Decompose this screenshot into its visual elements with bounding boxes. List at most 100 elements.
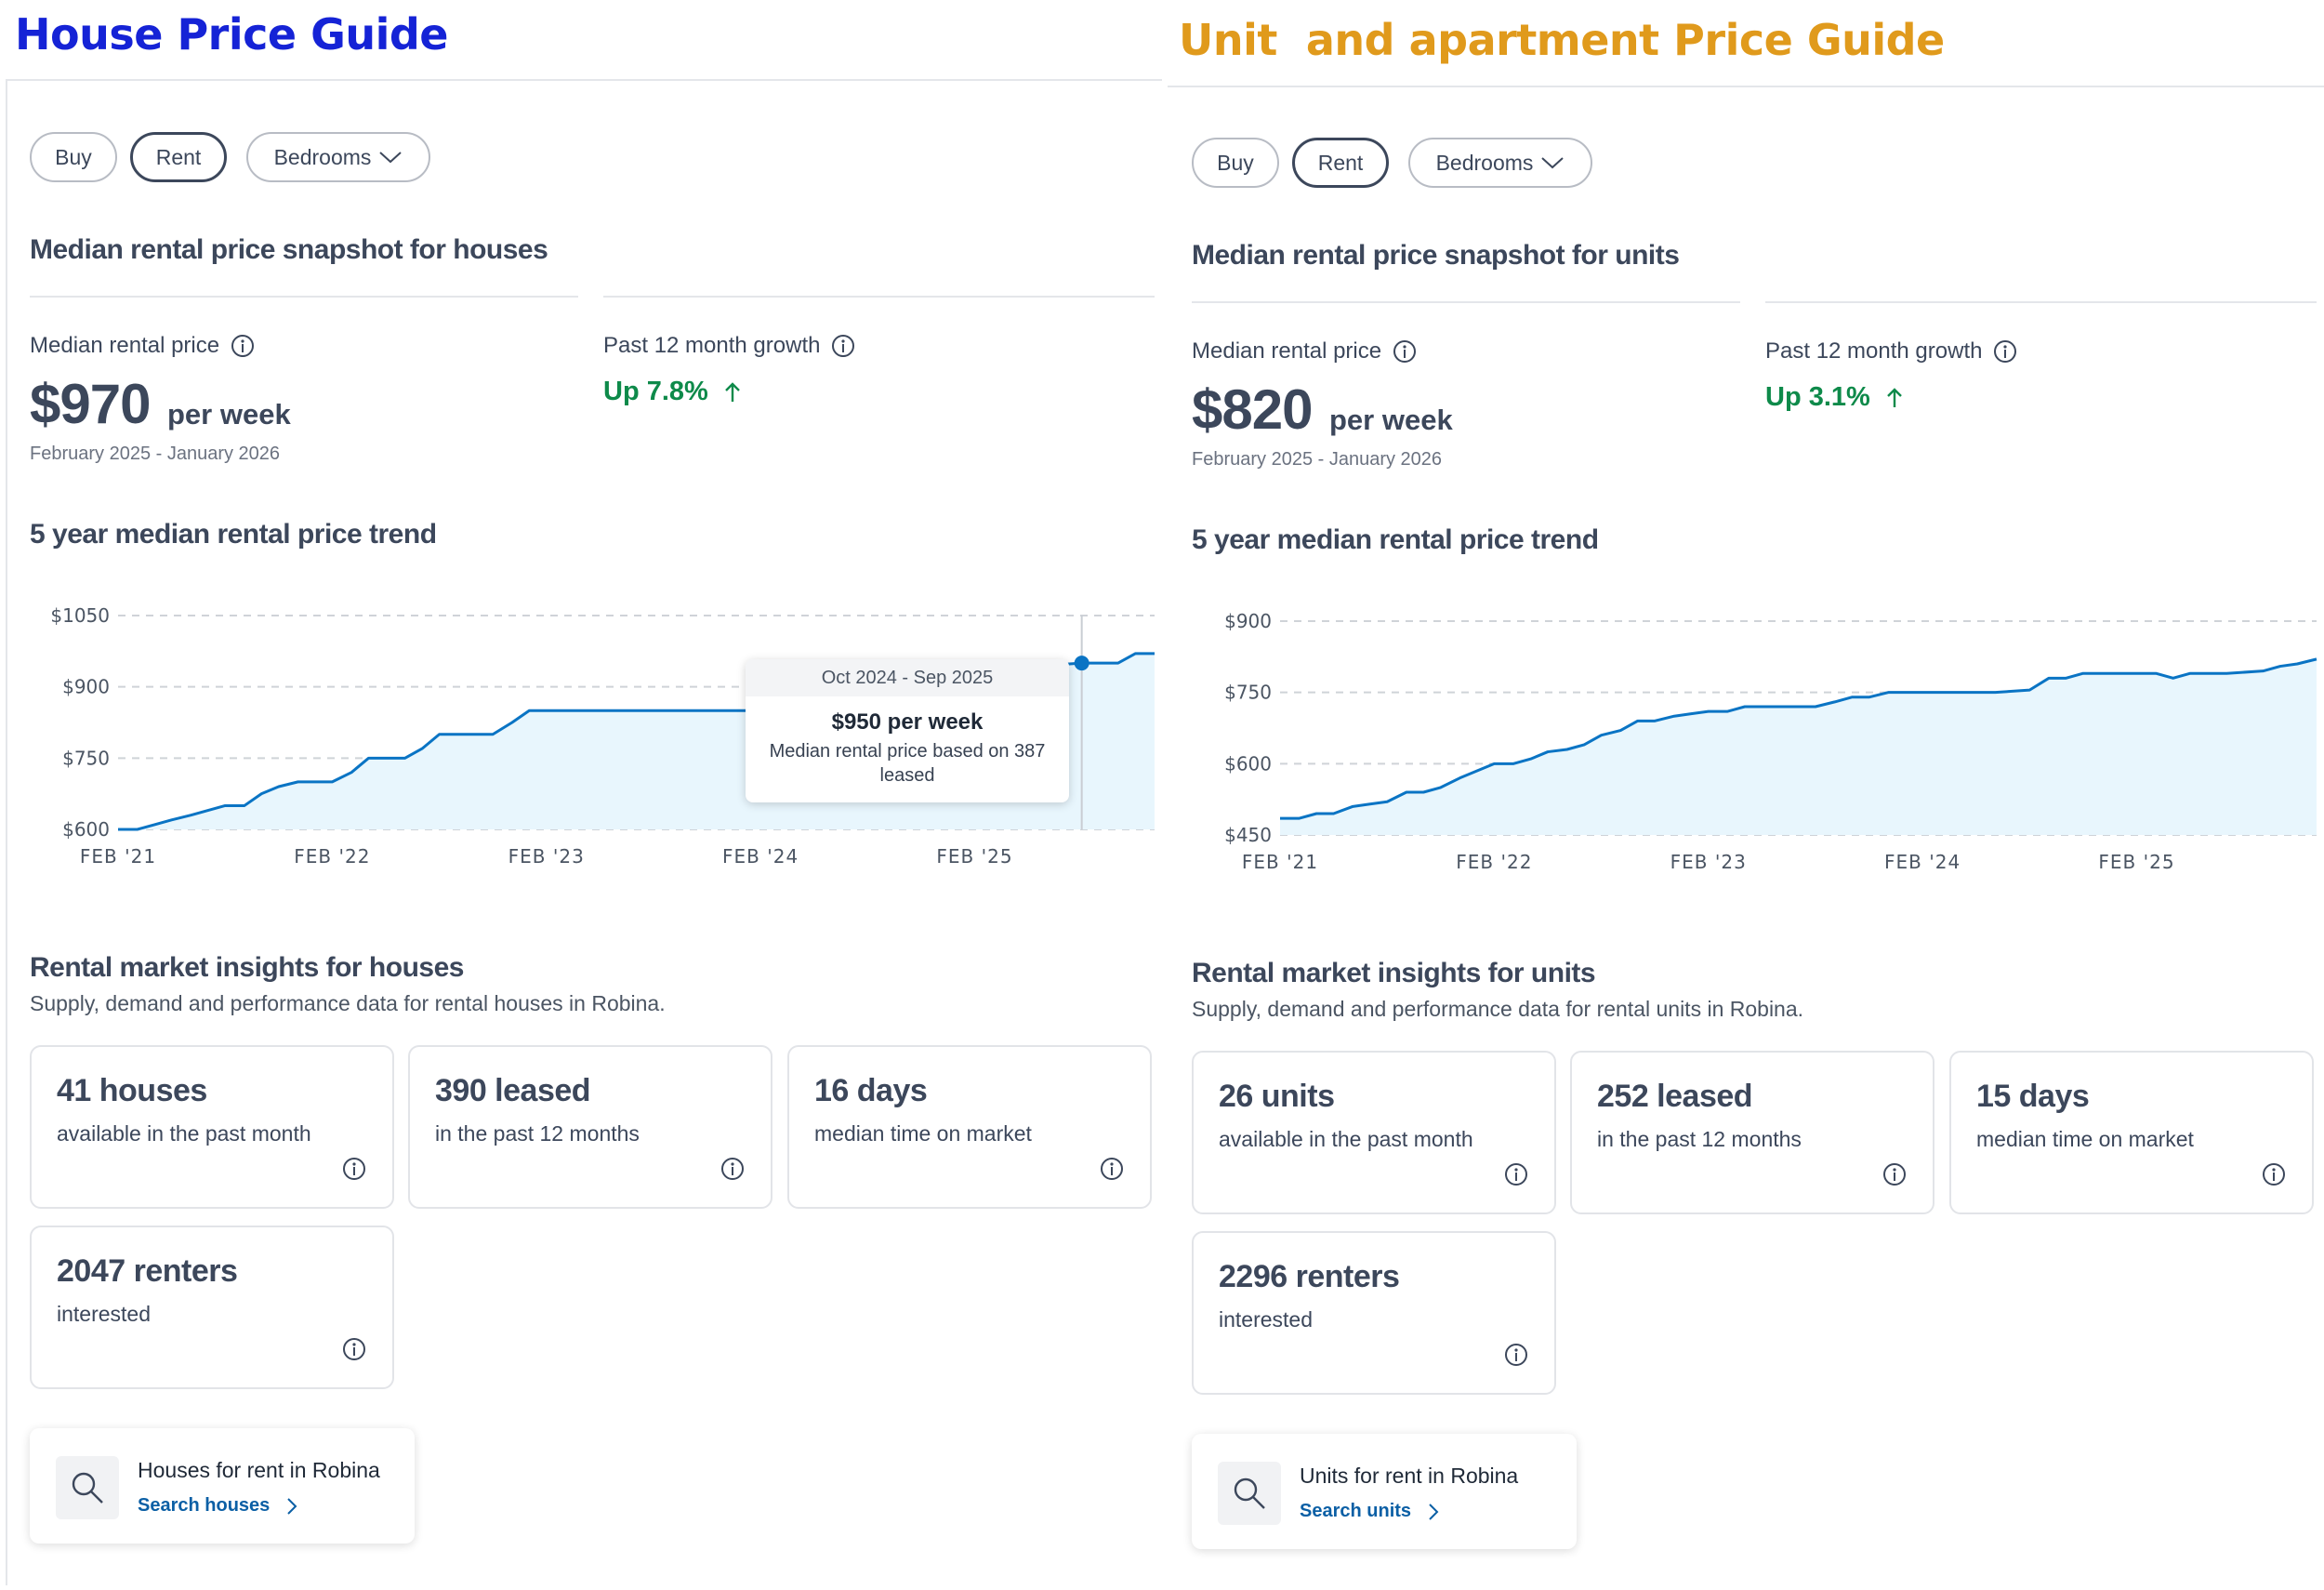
info-icon[interactable]	[2262, 1162, 2286, 1186]
x-tick-label: FEB '22	[294, 845, 370, 868]
x-tick-label: FEB '21	[80, 845, 156, 868]
growth-label-text: Past 12 month growth	[603, 333, 821, 358]
bedrooms-label: Bedrooms	[1435, 150, 1534, 175]
card-caption: median time on market	[814, 1121, 1032, 1146]
card-caption: interested	[57, 1302, 152, 1326]
info-icon[interactable]	[231, 334, 255, 358]
tooltip-period: Oct 2024 - Sep 2025	[746, 659, 1069, 696]
info-icon[interactable]	[342, 1157, 366, 1181]
card-caption: available in the past month	[57, 1121, 311, 1146]
info-icon[interactable]	[831, 334, 855, 358]
info-icon[interactable]	[1504, 1343, 1528, 1367]
info-icon[interactable]	[1882, 1162, 1907, 1186]
median-price-value: $820	[1192, 378, 1313, 441]
search-icon	[1234, 1477, 1265, 1509]
growth-label: Past 12 month growth	[603, 333, 855, 359]
y-tick-label: $750	[1224, 682, 1272, 704]
info-icon[interactable]	[1993, 339, 2017, 364]
insights-subtitle: Supply, demand and performance data for …	[30, 991, 666, 1015]
card-caption: available in the past month	[1219, 1127, 1473, 1151]
guide-title: Unit and apartment Price Guide	[1179, 15, 1945, 65]
buy-filter-button[interactable]: Buy	[30, 132, 117, 182]
median-price-label-text: Median rental price	[1192, 338, 1382, 364]
median-price-label: Median rental price	[30, 333, 255, 359]
x-tick-label: FEB '23	[1670, 851, 1747, 873]
card-value: 15 days	[1976, 1079, 2090, 1114]
bedrooms-dropdown[interactable]: Bedrooms	[1408, 138, 1592, 188]
insights-subtitle: Supply, demand and performance data for …	[1192, 997, 1804, 1021]
chevron-down-icon	[1541, 157, 1565, 169]
info-icon[interactable]	[1393, 339, 1417, 364]
search-link-text: Search units	[1300, 1501, 1412, 1521]
median-price-unit: per week	[167, 398, 291, 431]
info-icon[interactable]	[720, 1157, 745, 1181]
divider	[30, 296, 578, 298]
chart-tooltip: Oct 2024 - Sep 2025 $950 per week Median…	[746, 659, 1069, 802]
x-tick-label: FEB '24	[1884, 851, 1961, 873]
search-card-heading: Houses for rent in Robina	[138, 1458, 380, 1482]
trend-title: 5 year median rental price trend	[30, 519, 437, 550]
insight-card-leased: 252 leased in the past 12 months	[1570, 1051, 1934, 1214]
x-tick-label: FEB '25	[936, 845, 1012, 868]
chart-svg: $450 $600 $750 $900 FEB '21 FEB '22 FEB '23 FEB…	[1224, 610, 2317, 873]
info-icon[interactable]	[1504, 1162, 1528, 1186]
y-tick-label: $1050	[50, 604, 110, 627]
card-value: 26 units	[1219, 1079, 1335, 1114]
insight-card-days: 16 days median time on market	[787, 1045, 1152, 1209]
growth-label-text: Past 12 month growth	[1765, 338, 1983, 364]
card-caption: in the past 12 months	[1597, 1127, 1802, 1151]
series-line	[1280, 657, 2317, 820]
insights-title: Rental market insights for units	[1192, 958, 1596, 988]
search-units-card[interactable]: Units for rent in Robina Search units	[1192, 1434, 1577, 1549]
y-tick-label: $750	[62, 747, 110, 769]
card-caption: in the past 12 months	[435, 1121, 640, 1146]
chevron-down-icon	[379, 152, 403, 164]
search-houses-link[interactable]: Search houses	[138, 1495, 297, 1517]
info-icon[interactable]	[1100, 1157, 1124, 1181]
buy-filter-button[interactable]: Buy	[1192, 138, 1279, 188]
divider	[1765, 301, 2317, 303]
growth-value-text: Up 7.8%	[603, 377, 708, 406]
y-tick-label: $900	[62, 676, 110, 698]
arrow-up-icon	[1886, 387, 1902, 407]
search-icon	[72, 1472, 103, 1504]
chevron-right-icon	[287, 1497, 297, 1515]
x-tick-label: FEB '25	[2098, 851, 2174, 873]
card-value: 252 leased	[1597, 1079, 1753, 1114]
insight-card-renters: 2296 renters interested	[1192, 1231, 1556, 1395]
price-trend-chart[interactable]: $600 $750 $900 $1050 FEB '21 FEB '22 FEB '23 FE…	[30, 586, 1155, 883]
divider	[6, 79, 1162, 81]
insight-card-days: 15 days median time on market	[1949, 1051, 2314, 1214]
growth-value: Up 3.1%	[1765, 382, 1904, 413]
hover-point	[1074, 656, 1089, 671]
search-icon-box	[56, 1456, 119, 1519]
card-caption: interested	[1219, 1307, 1314, 1332]
insights-title: Rental market insights for houses	[30, 952, 464, 983]
divider	[1168, 86, 2324, 87]
bedrooms-dropdown[interactable]: Bedrooms	[246, 132, 430, 182]
y-tick-label: $600	[62, 818, 110, 841]
median-price-label: Median rental price	[1192, 338, 1417, 364]
rent-filter-button[interactable]: Rent	[130, 132, 227, 182]
search-houses-card[interactable]: Houses for rent in Robina Search houses	[30, 1428, 415, 1544]
y-tick-label: $450	[1224, 824, 1272, 846]
unit-price-guide-panel: Unit and apartment Price Guide Buy Rent …	[1162, 0, 2324, 1590]
rent-filter-button[interactable]: Rent	[1292, 138, 1389, 188]
divider	[6, 79, 7, 1585]
card-value: 2296 renters	[1219, 1259, 1400, 1294]
series-area	[1280, 658, 2317, 835]
search-icon-box	[1218, 1462, 1281, 1525]
tooltip-price: $950 per week	[831, 709, 984, 735]
info-icon[interactable]	[342, 1337, 366, 1361]
median-price-value: $970	[30, 373, 151, 435]
snapshot-title: Median rental price snapshot for units	[1192, 240, 1680, 271]
price-trend-chart[interactable]: $450 $600 $750 $900 FEB '21 FEB '22 FEB '23 FEB…	[1192, 591, 2317, 889]
search-card-heading: Units for rent in Robina	[1300, 1464, 1519, 1488]
card-value: 16 days	[814, 1073, 928, 1108]
growth-label: Past 12 month growth	[1765, 338, 2017, 364]
growth-value: Up 7.8%	[603, 377, 742, 407]
search-units-link[interactable]: Search units	[1300, 1501, 1439, 1522]
snapshot-title: Median rental price snapshot for houses	[30, 234, 548, 265]
insight-card-available: 26 units available in the past month	[1192, 1051, 1556, 1214]
median-price-label-text: Median rental price	[30, 333, 220, 358]
